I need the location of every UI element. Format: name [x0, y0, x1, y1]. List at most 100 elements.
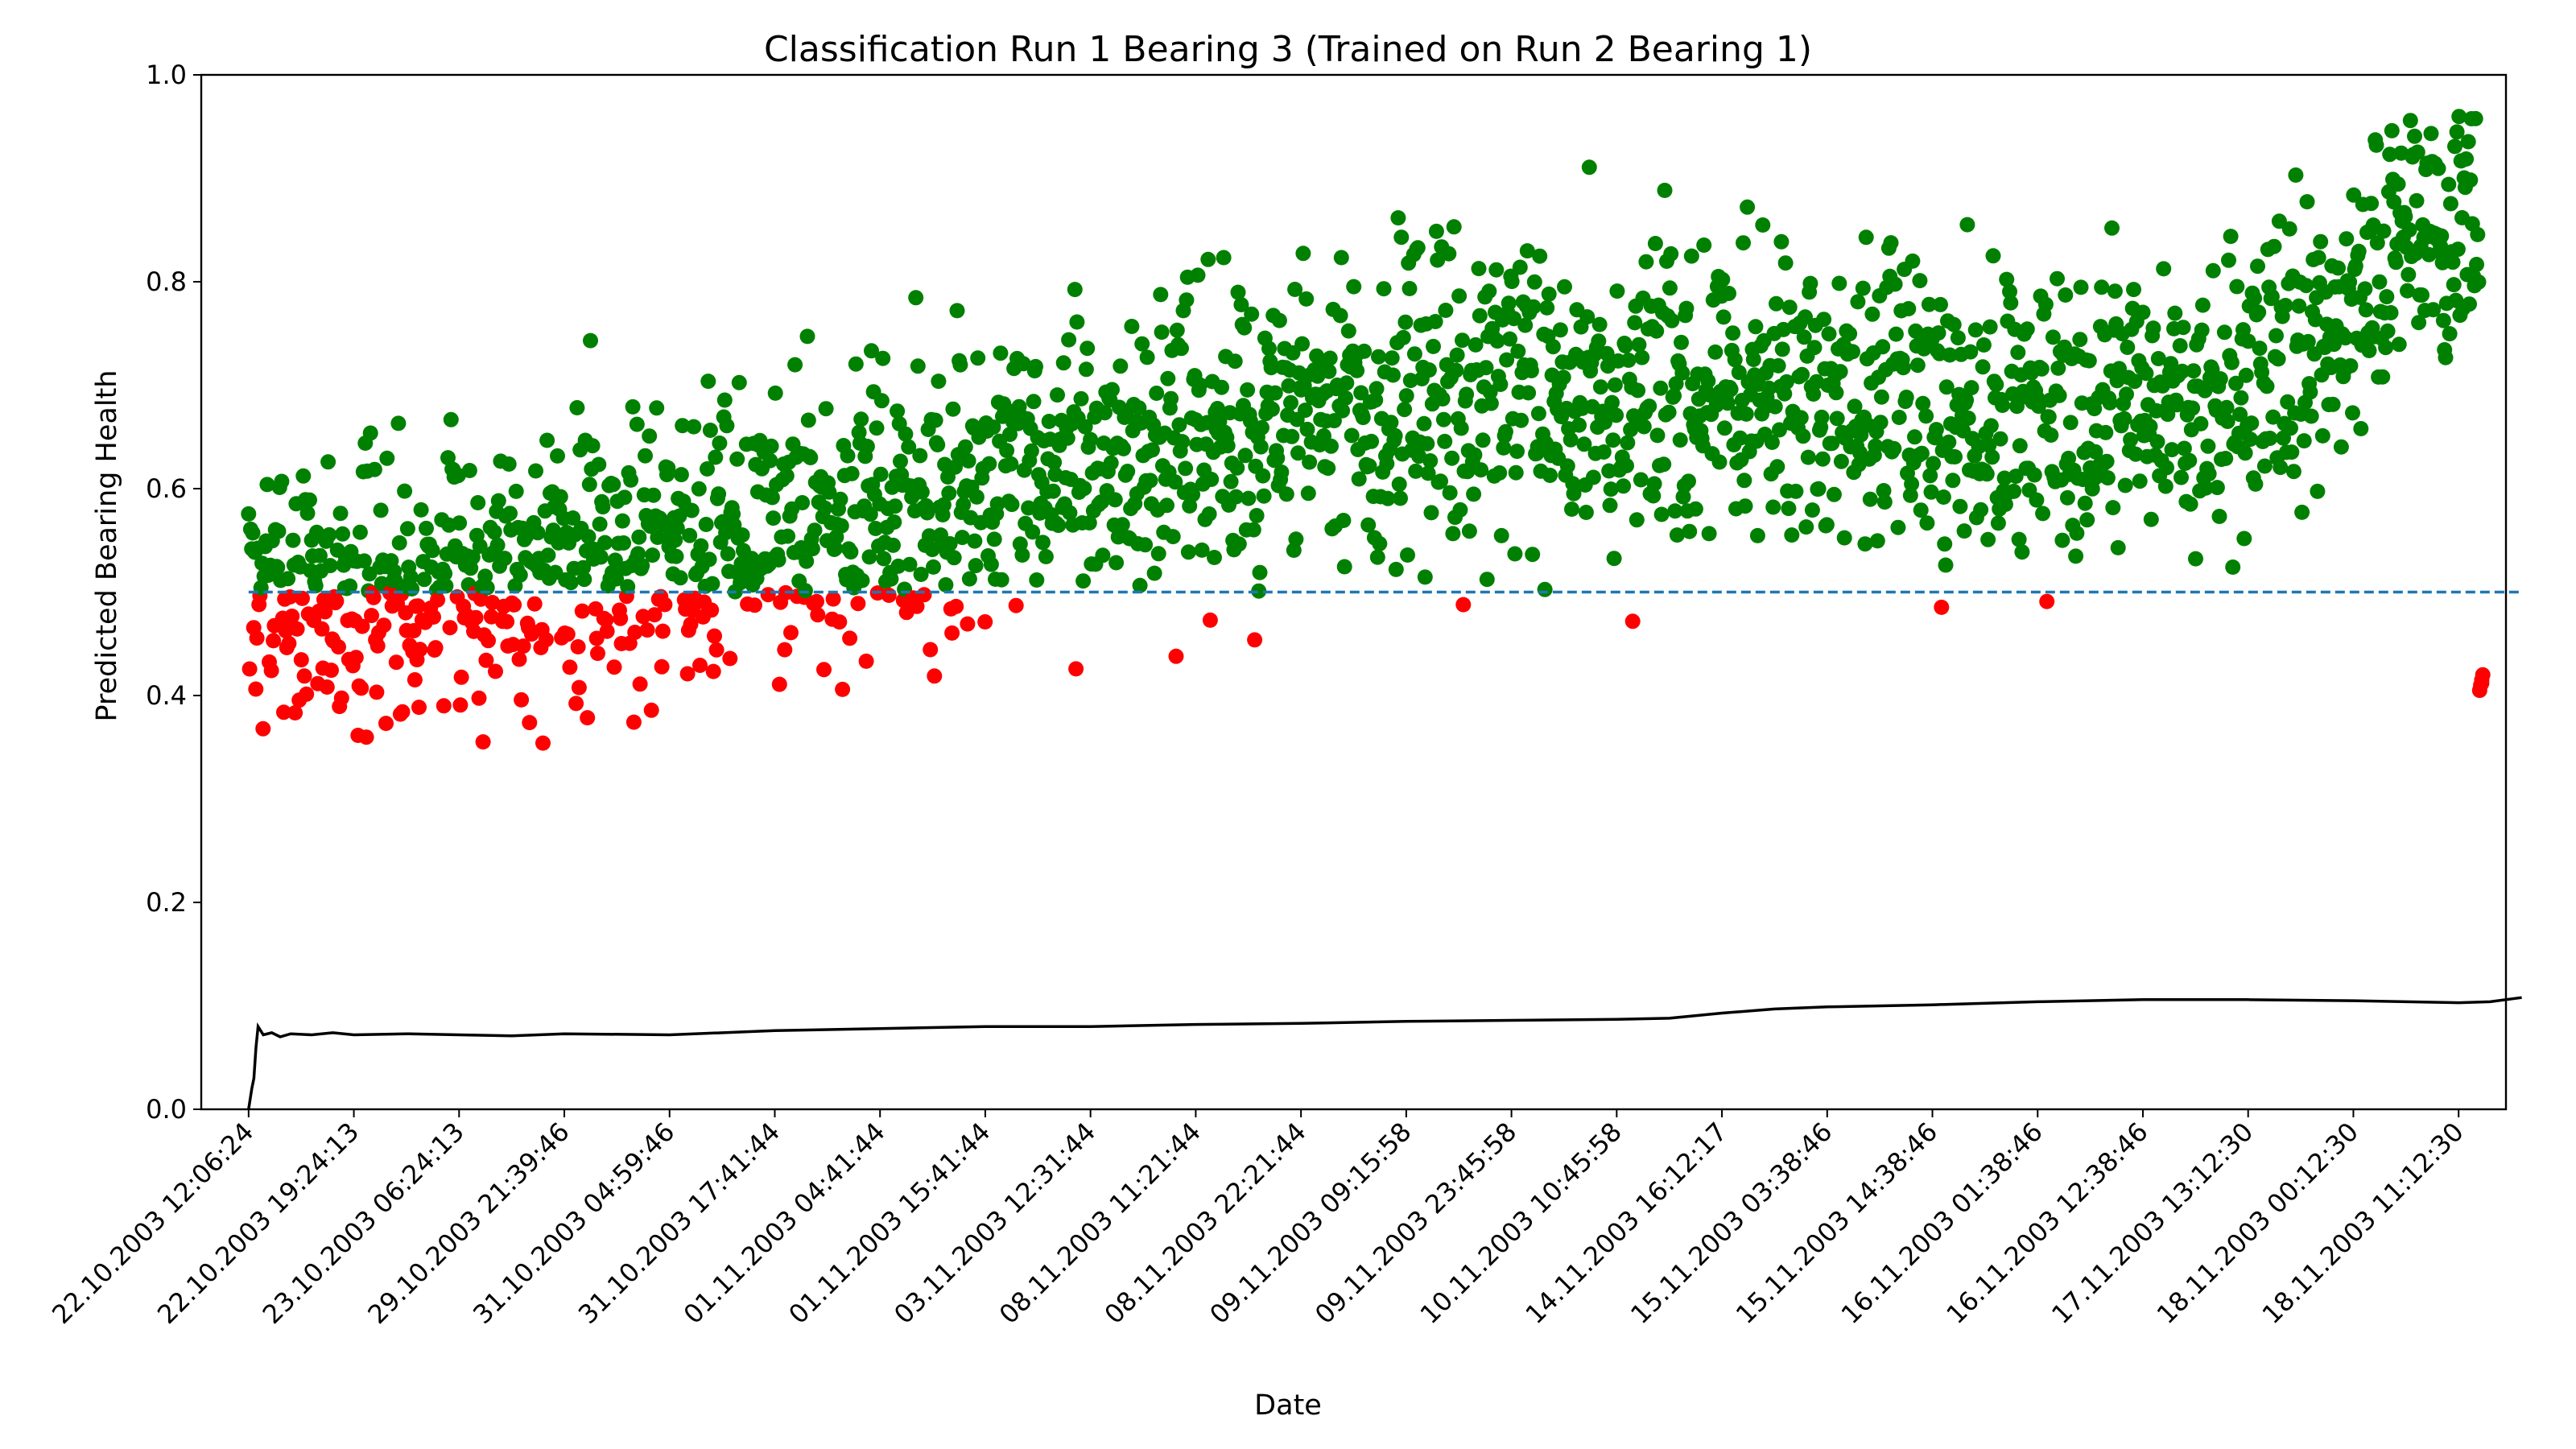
faulty-point	[430, 592, 446, 608]
healthy-point	[2143, 511, 2159, 527]
healthy-point	[2342, 274, 2358, 290]
healthy-point	[660, 460, 676, 476]
healthy-point	[1466, 486, 1482, 502]
healthy-point	[862, 506, 878, 522]
healthy-point	[1506, 311, 1522, 327]
healthy-point	[1585, 469, 1601, 485]
healthy-point	[1116, 440, 1132, 456]
healthy-point	[1609, 283, 1625, 299]
healthy-point	[843, 544, 859, 560]
healthy-point	[1422, 453, 1439, 469]
healthy-point	[645, 547, 660, 564]
faulty-point	[570, 639, 586, 654]
healthy-point	[1963, 344, 1979, 360]
faulty-point	[909, 598, 925, 614]
faulty-point	[299, 686, 315, 702]
healthy-point	[1604, 394, 1620, 411]
healthy-point	[1142, 473, 1158, 489]
healthy-point	[1251, 583, 1267, 599]
healthy-point	[799, 328, 815, 345]
healthy-point	[424, 543, 440, 559]
healthy-point	[2310, 250, 2326, 266]
faulty-point	[388, 654, 404, 671]
healthy-point	[1563, 431, 1579, 448]
healthy-point	[1397, 314, 1414, 330]
healthy-point	[1960, 411, 1976, 426]
healthy-point	[702, 423, 718, 438]
healthy-point	[1492, 377, 1509, 392]
healthy-point	[875, 350, 891, 366]
healthy-point	[1171, 417, 1187, 433]
healthy-point	[2353, 421, 2369, 436]
healthy-point	[1453, 420, 1469, 436]
healthy-point	[1700, 373, 1716, 389]
healthy-point	[576, 572, 592, 588]
healthy-point	[1124, 319, 1140, 334]
faulty-point	[266, 633, 282, 649]
faulty-point	[627, 625, 643, 640]
healthy-point	[295, 468, 312, 484]
healthy-point	[698, 517, 714, 532]
healthy-point	[795, 495, 811, 510]
healthy-point	[764, 489, 780, 506]
healthy-point	[1810, 481, 1827, 497]
healthy-point	[2339, 231, 2355, 247]
healthy-point	[1062, 505, 1078, 521]
healthy-point	[2175, 320, 2191, 336]
healthy-point	[2099, 470, 2116, 486]
faulty-point	[613, 610, 629, 626]
healthy-point	[1499, 352, 1515, 368]
healthy-point	[1915, 395, 1931, 411]
healthy-point	[1435, 391, 1451, 407]
healthy-point	[1945, 473, 1961, 489]
healthy-point	[2182, 496, 2198, 512]
healthy-point	[1003, 456, 1019, 472]
y-tick-label: 0.4	[146, 680, 187, 711]
healthy-point	[1947, 449, 1963, 464]
healthy-point	[1519, 243, 1535, 259]
healthy-point	[1512, 259, 1528, 275]
faulty-point	[522, 715, 538, 731]
faulty-point	[378, 716, 394, 732]
healthy-point	[2138, 365, 2154, 382]
healthy-point	[1646, 476, 1662, 492]
healthy-point	[942, 536, 958, 551]
healthy-point	[986, 531, 1002, 547]
healthy-point	[2002, 283, 2017, 299]
healthy-point	[2073, 279, 2089, 295]
healthy-point	[1661, 404, 1677, 420]
faulty-point	[506, 597, 522, 613]
faulty-point	[410, 598, 426, 614]
healthy-point	[2107, 283, 2123, 299]
healthy-point	[700, 461, 715, 477]
healthy-point	[1245, 522, 1261, 538]
faulty-point	[571, 679, 587, 696]
healthy-point	[1095, 547, 1111, 564]
healthy-point	[1980, 531, 1996, 547]
healthy-point	[1984, 449, 2000, 465]
healthy-point	[2264, 289, 2280, 304]
healthy-point	[1975, 337, 1992, 353]
healthy-point	[2003, 295, 2019, 311]
healthy-point	[1508, 464, 1524, 481]
healthy-point	[1619, 458, 1634, 473]
healthy-point	[1294, 336, 1311, 352]
healthy-point	[1857, 536, 1873, 552]
healthy-point	[2142, 419, 2158, 435]
healthy-point	[1433, 473, 1448, 489]
healthy-point	[1740, 199, 1756, 215]
healthy-point	[1419, 436, 1435, 452]
healthy-point	[2250, 258, 2265, 275]
healthy-point	[1355, 410, 1371, 426]
healthy-point	[2288, 167, 2304, 183]
healthy-point	[1361, 458, 1377, 474]
faulty-point	[281, 635, 297, 651]
faulty-point	[284, 609, 300, 624]
healthy-point	[1638, 254, 1654, 270]
healthy-point	[1617, 338, 1633, 354]
faulty-point	[916, 587, 932, 603]
healthy-point	[1441, 246, 1457, 262]
healthy-point	[1828, 385, 1844, 401]
faulty-point	[2474, 675, 2490, 691]
healthy-point	[2244, 415, 2260, 431]
